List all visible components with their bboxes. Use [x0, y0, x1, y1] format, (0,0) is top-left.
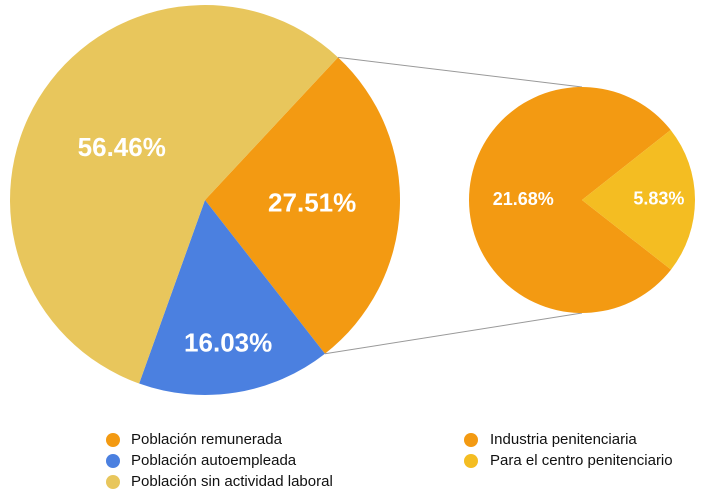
- legend-label: Población sin actividad laboral: [131, 473, 333, 490]
- legend-marker: [106, 475, 120, 489]
- legend-label: Población remunerada: [131, 431, 283, 448]
- pie-slice: [469, 86, 672, 313]
- data-label: 16.03%: [184, 327, 272, 357]
- pie-slice: [10, 5, 338, 384]
- legend-label: Población autoempleada: [131, 452, 297, 469]
- legend-marker: [106, 433, 120, 447]
- connector-line: [324, 312, 583, 355]
- pie-slice: [205, 57, 401, 354]
- legend-marker: [106, 454, 120, 468]
- data-label: 21.68%: [493, 189, 554, 209]
- legend-label: Industria penitenciaria: [490, 431, 637, 448]
- connector-line: [337, 56, 583, 88]
- data-label: 5.83%: [633, 189, 684, 209]
- pie-slice: [139, 200, 325, 395]
- legend-marker: [464, 433, 478, 447]
- legend-label: Para el centro penitenciario: [490, 452, 673, 469]
- data-label: 27.51%: [268, 188, 356, 218]
- legend-marker: [464, 454, 478, 468]
- pie-slice: [582, 129, 695, 270]
- data-label: 56.46%: [78, 132, 166, 162]
